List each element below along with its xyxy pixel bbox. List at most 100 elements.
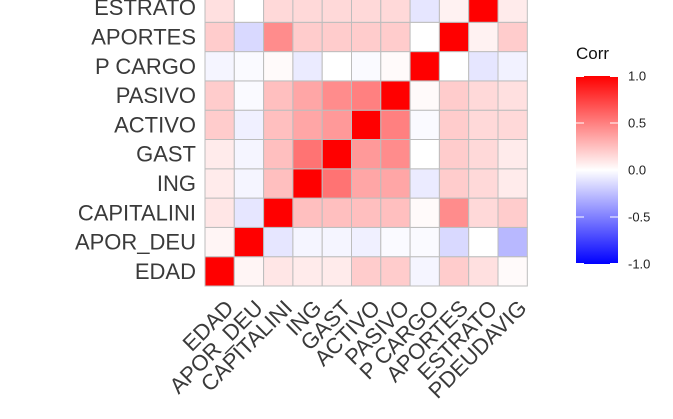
heatmap-cell (438, 0, 470, 23)
heatmap-cell (292, 80, 323, 111)
heatmap-cell (321, 80, 353, 111)
heatmap-cell (292, 21, 323, 53)
heatmap-cell (380, 256, 411, 287)
heatmap-cell (233, 21, 265, 53)
heatmap-cell (497, 226, 528, 258)
heatmap-cell (351, 226, 382, 258)
heatmap-cell (292, 168, 323, 199)
heatmap-cell (438, 109, 470, 140)
heatmap-cell (438, 226, 470, 258)
heatmap-cell (497, 51, 528, 82)
heatmap-cell (380, 197, 411, 228)
y-axis-tick-label: CAPITALINI (78, 200, 196, 225)
heatmap-cell (351, 168, 382, 199)
heatmap-cell (438, 168, 470, 199)
heatmap-cell (409, 139, 440, 170)
heatmap-cell (438, 51, 470, 82)
heatmap-cell (204, 226, 235, 258)
y-axis-tick-label: ACTIVO (114, 112, 196, 137)
heatmap-cell (321, 226, 353, 258)
heatmap-cell (497, 168, 528, 199)
heatmap-cell (380, 80, 411, 111)
heatmap-cell (380, 139, 411, 170)
heatmap-cell (409, 226, 440, 258)
heatmap-cell (292, 0, 323, 23)
heatmap-cell (233, 51, 265, 82)
heatmap-cell (233, 139, 265, 170)
legend-tick-label: 0.0 (628, 162, 647, 178)
heatmap-cell (438, 197, 470, 228)
heatmap-cell (497, 139, 528, 170)
heatmap-cell (204, 168, 235, 199)
heatmap-cell (409, 80, 440, 111)
heatmap-cell (233, 256, 265, 287)
heatmap-cell (233, 80, 265, 111)
heatmap-cell (497, 256, 528, 287)
heatmap-cell (263, 139, 294, 170)
heatmap-cell (233, 109, 265, 140)
heatmap-cell (468, 0, 499, 23)
heatmap-cell (263, 226, 294, 258)
heatmap-cell (438, 80, 470, 111)
legend-tick-label: -1.0 (628, 256, 651, 272)
heatmap-cell (292, 226, 323, 258)
heatmap-cell (292, 197, 323, 228)
heatmap-cell (263, 109, 294, 140)
heatmap-cell (468, 139, 499, 170)
legend-title: Corr (576, 44, 610, 63)
heatmap-cell (409, 109, 440, 140)
heatmap-cell (351, 256, 382, 287)
heatmap-cell (409, 197, 440, 228)
heatmap-cell (321, 51, 353, 82)
heatmap-cell (204, 51, 235, 82)
heatmap-cell (204, 21, 235, 53)
heatmap-cell (204, 256, 235, 287)
heatmap-cell (351, 197, 382, 228)
heatmap-cell (204, 109, 235, 140)
heatmap-cell (497, 197, 528, 228)
legend-tick-label: 1.0 (628, 68, 647, 84)
heatmap-cell (204, 139, 235, 170)
legend-tick-label: 0.5 (628, 115, 647, 131)
y-axis-tick-label: ING (157, 171, 196, 196)
heatmap-cell (321, 21, 353, 53)
y-axis-tick-label: ESTRATO (94, 0, 196, 20)
heatmap-cell (468, 21, 499, 53)
heatmap-cell (468, 168, 499, 199)
heatmap-cell (321, 139, 353, 170)
heatmap-cell (468, 256, 499, 287)
heatmap-cell (380, 109, 411, 140)
heatmap-cell (351, 80, 382, 111)
heatmap-cell (263, 21, 294, 53)
heatmap-cell (351, 139, 382, 170)
heatmap-cell (497, 21, 528, 53)
heatmap-cell (233, 0, 265, 23)
heatmap-cell (263, 256, 294, 287)
heatmap-cell (497, 109, 528, 140)
heatmap-cell (321, 197, 353, 228)
heatmap-cell (468, 51, 499, 82)
heatmap-cell (380, 226, 411, 258)
heatmap-cell (497, 0, 528, 23)
heatmap-cell (321, 168, 353, 199)
heatmap-cell (409, 21, 440, 53)
heatmap-cell (263, 80, 294, 111)
heatmap-cell (468, 197, 499, 228)
heatmap-cell (321, 256, 353, 287)
heatmap-cell (263, 51, 294, 82)
heatmap-cell (263, 0, 294, 23)
heatmap-cell (292, 256, 323, 287)
heatmap-cell (438, 21, 470, 53)
y-axis-tick-label: P CARGO (95, 54, 196, 79)
heatmap-cell (351, 109, 382, 140)
heatmap-cell (292, 51, 323, 82)
heatmap-cell (321, 0, 353, 23)
heatmap-cell (468, 80, 499, 111)
heatmap-cell (380, 21, 411, 53)
heatmap-cell (263, 197, 294, 228)
heatmap-cell (380, 168, 411, 199)
heatmap-cell (468, 109, 499, 140)
heatmap-cell (263, 168, 294, 199)
legend-tick-label: -0.5 (628, 209, 651, 225)
